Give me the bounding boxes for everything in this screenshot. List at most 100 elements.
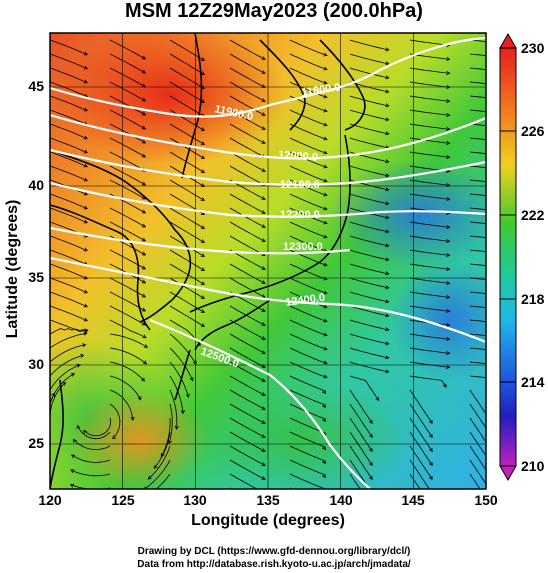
streamline xyxy=(409,263,450,270)
colorbar xyxy=(499,32,517,482)
streamline-arrowhead xyxy=(261,392,266,396)
streamline xyxy=(50,137,88,154)
streamline xyxy=(50,151,88,168)
streamline-arrowhead xyxy=(323,122,328,127)
streamline xyxy=(229,39,266,60)
streamline-arrowhead xyxy=(83,107,88,112)
streamline-arrowhead xyxy=(200,169,205,173)
streamline xyxy=(169,53,205,75)
streamline-arrowhead xyxy=(368,419,373,424)
wind-streamlines xyxy=(50,39,492,522)
streamline-arrowhead xyxy=(385,243,390,248)
x-tick: 125 xyxy=(111,492,135,508)
streamline xyxy=(289,291,328,308)
contour-label-12100: 12100.0 xyxy=(280,179,320,191)
streamline-arrowhead xyxy=(385,89,390,94)
streamline-arrowhead xyxy=(141,153,147,158)
streamline-arrowhead xyxy=(385,355,390,360)
streamline-arrowhead xyxy=(200,281,205,285)
streamline-arrowhead xyxy=(489,518,492,522)
streamline xyxy=(409,291,450,298)
streamline xyxy=(169,151,205,173)
streamline xyxy=(50,235,88,252)
streamline xyxy=(50,328,88,335)
streamline-arrowhead xyxy=(323,136,328,141)
streamline xyxy=(160,417,171,457)
contour-label-12000: 12000.0 xyxy=(278,149,319,164)
streamline xyxy=(349,109,389,121)
streamline-arrowhead xyxy=(446,322,451,327)
streamline xyxy=(409,193,450,200)
streamline-arrowhead xyxy=(112,435,117,440)
streamline xyxy=(169,249,205,271)
streamline xyxy=(349,305,389,317)
streamline-arrowhead xyxy=(83,317,88,322)
x-tick: 130 xyxy=(183,492,207,508)
streamline xyxy=(50,319,88,332)
streamline-arrowhead xyxy=(323,346,328,351)
streamline xyxy=(109,277,146,298)
streamline xyxy=(349,347,389,359)
streamline xyxy=(229,277,266,298)
streamline xyxy=(229,137,266,158)
streamline-arrowhead xyxy=(69,483,75,488)
streamline-arrowhead xyxy=(323,178,328,183)
credit-data: Data from http://database.rish.kyoto-u.a… xyxy=(137,559,411,570)
streamline xyxy=(143,459,171,489)
streamline-arrowhead xyxy=(323,332,328,337)
streamline xyxy=(289,277,328,294)
streamline-arrowhead xyxy=(141,251,147,256)
contour-11900 xyxy=(50,86,271,118)
lat-lon-grid xyxy=(50,33,486,489)
streamline-arrowhead xyxy=(141,265,147,270)
streamline-arrowhead xyxy=(261,84,266,88)
streamline xyxy=(109,123,146,144)
streamline-arrowhead xyxy=(130,416,135,421)
x-tick: 140 xyxy=(329,492,353,508)
streamline-arrowhead xyxy=(200,267,205,271)
streamline xyxy=(229,459,266,480)
streamline xyxy=(169,347,194,381)
streamline-arrowhead xyxy=(385,47,390,52)
streamline xyxy=(409,431,433,466)
streamline xyxy=(109,333,148,348)
streamline xyxy=(289,39,328,56)
streamline-arrowhead xyxy=(141,125,147,130)
streamline-arrowhead xyxy=(446,364,451,369)
streamline-arrowhead xyxy=(489,434,492,438)
streamline-arrowhead xyxy=(446,252,451,257)
x-tick: 150 xyxy=(474,492,498,508)
streamline-arrowhead xyxy=(83,429,88,434)
streamline xyxy=(229,193,266,214)
streamline-arrowhead xyxy=(385,103,390,108)
streamline xyxy=(469,39,486,43)
streamline-arrowhead xyxy=(322,445,326,451)
y-tick: 35 xyxy=(28,269,44,285)
streamline xyxy=(109,249,146,270)
streamline xyxy=(349,473,361,489)
streamline xyxy=(349,403,373,438)
streamline-arrowhead xyxy=(322,389,326,395)
contour-12200 xyxy=(50,181,486,218)
streamline xyxy=(349,263,389,275)
streamline xyxy=(469,459,486,485)
streamline-arrowhead xyxy=(428,419,433,424)
streamline xyxy=(409,95,450,102)
streamline xyxy=(289,109,328,126)
streamline-arrowhead xyxy=(261,378,266,382)
streamline xyxy=(109,305,146,326)
streamline xyxy=(289,193,328,210)
streamline-arrowhead xyxy=(368,475,373,480)
streamline xyxy=(409,305,450,312)
x-tick: 135 xyxy=(256,492,280,508)
streamline-arrowhead xyxy=(160,452,165,458)
streamline xyxy=(71,454,111,463)
streamline-arrowhead xyxy=(385,313,390,318)
streamline-arrowhead xyxy=(323,374,328,379)
streamline xyxy=(229,431,266,452)
colorbar-label: 230 xyxy=(521,40,545,56)
streamline xyxy=(169,81,205,103)
streamline-arrowhead xyxy=(322,459,326,465)
streamline xyxy=(50,95,88,112)
streamline-arrowhead xyxy=(446,154,451,159)
